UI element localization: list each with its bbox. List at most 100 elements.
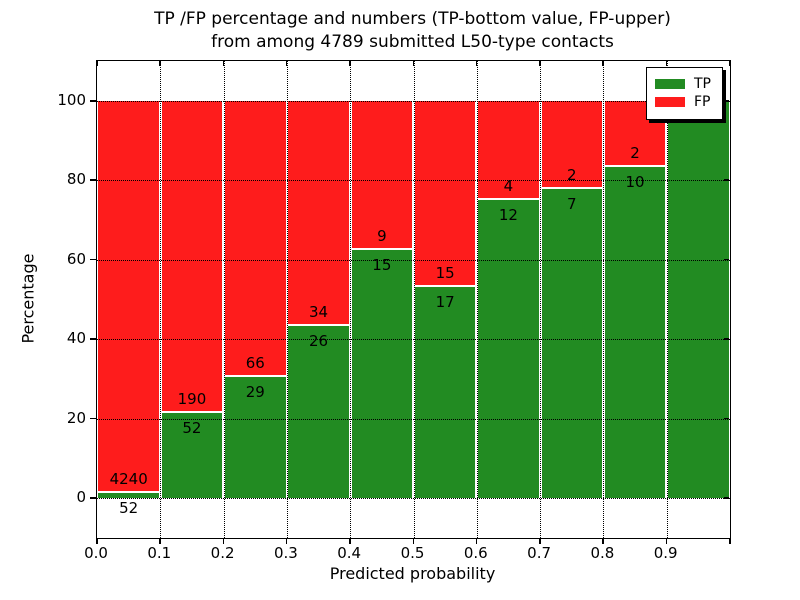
y-tick-label: 100 <box>57 91 86 109</box>
x-tick-bottom <box>349 538 351 544</box>
tp-count-label: 7 <box>566 195 577 214</box>
v-gridline <box>413 61 415 538</box>
tp-bar-segment <box>288 325 349 498</box>
chart-title-line2: from among 4789 submitted L50-type conta… <box>211 32 614 52</box>
chart-title: TP /FP percentage and numbers (TP-bottom… <box>96 8 729 54</box>
y-tick-left <box>90 417 96 420</box>
x-tick-top <box>285 61 288 66</box>
fp-count-label: 4240 <box>109 470 148 489</box>
tp-count-label: 52 <box>119 499 139 518</box>
y-tick-left <box>90 338 96 340</box>
y-tick-right <box>724 258 729 261</box>
fp-bar-segment <box>98 101 159 494</box>
x-tick-bottom <box>412 538 415 544</box>
legend: TP FP <box>646 67 723 120</box>
x-tick-bottom <box>222 538 225 544</box>
chart-title-line1: TP /FP percentage and numbers (TP-bottom… <box>154 9 671 29</box>
x-tick-top <box>349 61 351 66</box>
fp-bar-segment <box>161 101 223 413</box>
h-gridline <box>97 101 730 102</box>
x-tick-bottom <box>475 538 478 544</box>
v-gridline <box>666 61 668 538</box>
fp-color-swatch <box>655 97 685 107</box>
legend-label-tp: TP <box>694 76 711 92</box>
v-gridline <box>286 61 288 538</box>
x-tick-label: 0.9 <box>653 544 678 562</box>
tp-count-label: 17 <box>435 293 455 312</box>
plot-area: 42405219052662934269151517412272107 TP F… <box>96 60 731 539</box>
h-gridline <box>97 339 730 341</box>
x-tick-top <box>602 61 604 66</box>
tp-count-label: 29 <box>245 382 265 401</box>
x-tick-label: 0.3 <box>273 544 298 562</box>
fp-bar-segment <box>225 101 286 377</box>
y-tick-left <box>90 258 96 261</box>
x-tick-bottom <box>602 538 604 544</box>
tp-bar-segment <box>98 493 159 498</box>
v-gridline <box>223 61 225 538</box>
fp-bar-segment <box>351 101 413 250</box>
x-axis-label: Predicted probability <box>329 564 496 583</box>
y-tick-label: 0 <box>76 488 86 506</box>
x-tick-top <box>539 61 541 66</box>
fp-count-label: 15 <box>435 264 455 283</box>
y-tick-left <box>90 497 96 499</box>
x-tick-label: 0.2 <box>210 544 235 562</box>
x-tick-bottom <box>96 538 98 544</box>
tp-count-label: 52 <box>182 418 202 437</box>
y-tick-right <box>724 100 729 102</box>
y-axis-label: Percentage <box>18 253 38 344</box>
tp-bar-segment <box>351 249 413 498</box>
tp-bar-segment <box>604 167 666 498</box>
y-tick-right <box>724 417 729 420</box>
x-tick-label: 0.5 <box>400 544 425 562</box>
legend-label-fp: FP <box>694 94 711 110</box>
x-tick-top <box>159 61 161 66</box>
tp-bar-segment <box>668 101 729 498</box>
y-tick-label: 80 <box>66 170 86 189</box>
x-tick-label: 0.0 <box>84 544 108 562</box>
h-gridline <box>97 180 730 182</box>
y-tick-right <box>724 497 729 499</box>
x-tick-top <box>222 61 225 66</box>
h-gridline <box>97 498 730 499</box>
x-tick-label: 0.1 <box>147 544 172 562</box>
x-tick-top <box>475 61 478 66</box>
x-tick-top <box>729 61 731 66</box>
v-gridline <box>540 61 542 538</box>
fp-count-label: 9 <box>377 226 387 245</box>
tp-count-label: 12 <box>498 206 518 225</box>
v-gridline <box>350 61 352 538</box>
x-tick-bottom <box>665 538 668 544</box>
x-tick-bottom <box>729 538 731 544</box>
fp-bar-segment <box>541 101 602 190</box>
fp-count-label: 2 <box>566 166 577 185</box>
y-tick-label: 20 <box>66 408 86 427</box>
tp-color-swatch <box>655 79 685 89</box>
tp-bar-segment <box>225 376 286 498</box>
fp-bar-segment <box>288 101 349 326</box>
x-tick-top <box>412 61 415 66</box>
fp-count-label: 66 <box>245 353 265 372</box>
tp-bar-segment <box>541 189 602 498</box>
x-tick-bottom <box>539 538 541 544</box>
y-tick-right <box>724 338 729 340</box>
legend-entry-fp: FP <box>655 94 714 110</box>
x-tick-label: 0.7 <box>527 544 552 562</box>
v-gridline <box>603 61 605 538</box>
x-tick-bottom <box>285 538 288 544</box>
fp-bar-segment <box>414 101 476 288</box>
y-tick-label: 60 <box>66 249 86 268</box>
tp-bar-segment <box>414 287 476 498</box>
x-tick-top <box>96 61 98 66</box>
v-gridline <box>160 61 162 538</box>
fp-count-label: 2 <box>630 144 640 163</box>
x-tick-label: 0.6 <box>463 544 488 562</box>
y-tick-label: 40 <box>66 329 86 348</box>
tp-count-label: 26 <box>309 331 329 350</box>
fp-count-label: 190 <box>177 389 207 408</box>
y-tick-left <box>90 179 96 181</box>
fp-count-label: 34 <box>309 302 329 321</box>
y-tick-right <box>724 179 729 181</box>
